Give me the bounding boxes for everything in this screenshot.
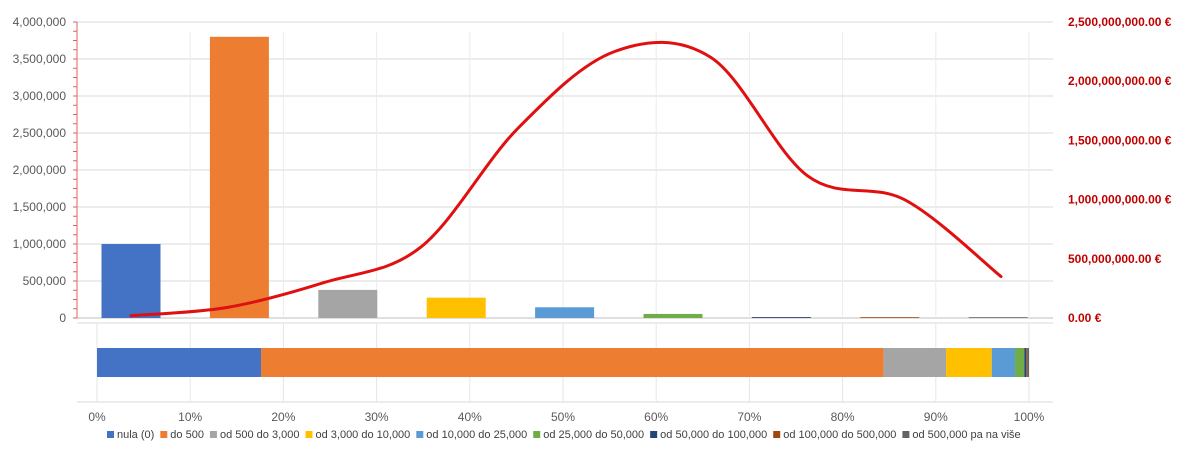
left-tick-label: 2,000,000	[13, 163, 67, 177]
bar-5	[644, 314, 703, 318]
left-tick-label: 1,000,000	[13, 237, 67, 251]
legend-entry-3: od 3,000 do 10,000	[315, 429, 410, 441]
stack-segment-8	[1027, 348, 1029, 377]
left-tick-label: 3,000,000	[13, 89, 67, 103]
legend-swatch-1	[160, 431, 167, 438]
stack-segment-5	[1015, 348, 1024, 377]
bar-1	[210, 37, 269, 318]
stack-segment-2	[884, 348, 946, 377]
x-tick-label: 50%	[551, 410, 575, 424]
x-tick-label: 10%	[178, 410, 202, 424]
legend-swatch-0	[107, 431, 114, 438]
bar-3	[427, 298, 486, 318]
legend-entry-6: od 50,000 do 100,000	[660, 429, 767, 441]
x-tick-label: 100%	[1014, 410, 1045, 424]
legend-swatch-6	[650, 431, 657, 438]
legend-swatch-5	[533, 431, 540, 438]
x-tick-label: 80%	[831, 410, 855, 424]
left-y-axis: 0 500,000 1,000,000 1,500,000 2,000,000 2,500…	[13, 15, 77, 325]
legend-swatch-8	[902, 431, 909, 438]
x-tick-label: 60%	[644, 410, 668, 424]
bar-7	[860, 317, 919, 318]
left-tick-label: 3,500,000	[13, 52, 67, 66]
bar-2	[318, 290, 377, 318]
legend-entry-1: do 500	[170, 429, 204, 441]
x-tick-label: 70%	[737, 410, 761, 424]
right-tick-label: 2,000,000,000.00 €	[1068, 74, 1172, 88]
right-tick-label: 500,000,000.00 €	[1068, 252, 1162, 266]
bar-series	[102, 37, 1028, 318]
bar-0	[102, 244, 161, 318]
right-tick-label: 0.00 €	[1068, 311, 1102, 325]
left-tick-label: 500,000	[23, 274, 67, 288]
legend: nula (0) do 500 od 500 do 3,000 od 3,000 do…	[107, 429, 1021, 441]
legend-swatch-2	[210, 431, 217, 438]
legend-swatch-4	[416, 431, 423, 438]
legend-entry-0: nula (0)	[117, 429, 154, 441]
x-tick-label: 90%	[924, 410, 948, 424]
legend-entry-8: od 500,000 pa na više	[912, 429, 1020, 441]
x-tick-label: 40%	[458, 410, 482, 424]
x-tick-label: 20%	[271, 410, 295, 424]
left-tick-label: 4,000,000	[13, 15, 67, 29]
stack-segment-0	[97, 348, 261, 377]
right-tick-label: 1,000,000,000.00 €	[1068, 193, 1172, 207]
legend-entry-5: od 25,000 do 50,000	[543, 429, 644, 441]
legend-entry-4: od 10,000 do 25,000	[426, 429, 527, 441]
left-tick-label: 2,500,000	[13, 126, 67, 140]
left-tick-label: 1,500,000	[13, 200, 67, 214]
bar-6	[752, 317, 811, 318]
x-tick-label: 30%	[365, 410, 389, 424]
x-tick-label: 0%	[88, 410, 106, 424]
stack-segment-3	[946, 348, 992, 377]
stacked-bar	[97, 348, 1029, 377]
bar-4	[535, 307, 594, 318]
bar-8	[969, 317, 1028, 318]
right-tick-label: 2,500,000,000.00 €	[1068, 15, 1172, 29]
legend-swatch-7	[773, 431, 780, 438]
right-tick-label: 1,500,000,000.00 €	[1068, 133, 1172, 147]
stack-segment-6	[1024, 348, 1026, 377]
stack-segment-4	[992, 348, 1015, 377]
percent-x-axis: 0% 10% 20% 30% 40% 50% 60% 70% 80% 90% 100%	[88, 410, 1044, 424]
legend-entry-7: od 100,000 do 500,000	[783, 429, 896, 441]
legend-swatch-3	[305, 431, 312, 438]
left-tick-label: 0	[59, 311, 66, 325]
stack-segment-1	[261, 348, 884, 377]
legend-entry-2: od 500 do 3,000	[220, 429, 300, 441]
stack-segment-7	[1026, 348, 1027, 377]
right-y-axis: 0.00 € 500,000,000.00 € 1,000,000,000.00 €…	[1068, 15, 1172, 325]
